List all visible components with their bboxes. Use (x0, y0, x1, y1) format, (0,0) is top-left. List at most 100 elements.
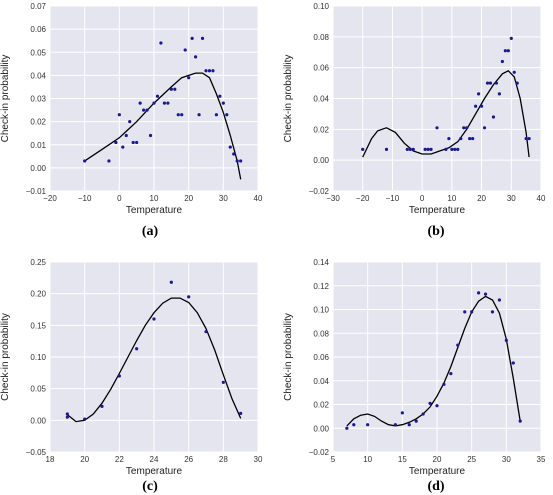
data-point (239, 411, 243, 415)
x-axis-label: Temperature (409, 205, 466, 216)
data-point (527, 136, 531, 141)
data-point (194, 55, 198, 59)
data-point (465, 126, 469, 130)
data-point (187, 76, 191, 80)
data-point (197, 113, 201, 117)
y-axis-label: Check-in probability (283, 313, 294, 401)
data-point (482, 126, 487, 130)
x-axis-label: Temperature (126, 205, 183, 216)
data-point (468, 136, 472, 141)
data-point (490, 310, 495, 314)
y-tick-label: 0.12 (313, 282, 329, 291)
data-point (477, 92, 481, 96)
y-tick-label: 0.15 (30, 321, 46, 330)
data-point (497, 298, 501, 302)
data-point (435, 126, 439, 130)
data-point (83, 159, 87, 163)
data-point (407, 423, 411, 427)
y-tick-label: 0.03 (30, 95, 46, 104)
data-point (518, 419, 522, 423)
y-tick-label: 0.14 (313, 258, 329, 267)
x-tick-label: 18 (46, 455, 55, 464)
x-tick-label: 0 (420, 194, 425, 203)
data-point (400, 411, 404, 415)
data-point (470, 310, 474, 314)
fit-curve (84, 72, 242, 180)
data-point (421, 412, 425, 416)
y-tick-label: 0.10 (30, 353, 46, 362)
data-point (435, 404, 439, 408)
data-point (504, 338, 508, 342)
y-tick-label: 0.06 (313, 353, 329, 362)
x-tick-label: 20 (184, 194, 193, 203)
data-point (488, 81, 493, 85)
x-tick-label: 35 (537, 455, 546, 464)
x-tick-label: 10 (447, 194, 456, 203)
x-tick-label: 30 (219, 194, 228, 203)
data-point (503, 49, 507, 53)
data-point (218, 94, 222, 98)
data-point (500, 59, 504, 64)
data-point (456, 343, 460, 347)
data-point (107, 159, 111, 163)
data-point (190, 36, 194, 40)
y-tick-label: −0.01 (26, 187, 47, 196)
data-point (176, 113, 180, 117)
fit-curve (362, 70, 530, 158)
data-point (477, 291, 481, 295)
y-tick-label: 0.05 (30, 48, 46, 57)
data-point (429, 147, 433, 151)
x-tick-label: 24 (150, 455, 159, 464)
data-point (479, 104, 484, 108)
panel-a: −20 −10 0 10 20 30 40 −0.01 0.00 0.01 0.02 0.03 0.04… (0, 2, 263, 239)
data-point (152, 101, 156, 105)
panel-label: (b) (427, 224, 444, 239)
y-tick-label: 0.02 (30, 118, 46, 127)
data-point (426, 147, 430, 151)
data-point (491, 115, 496, 119)
y-tick-label: 0.06 (313, 64, 329, 73)
data-point (166, 101, 170, 105)
y-tick-label: 0.08 (313, 329, 329, 338)
y-tick-label: 0.02 (313, 401, 329, 410)
x-tick-label: 30 (502, 455, 511, 464)
data-point (131, 140, 135, 145)
data-point (235, 159, 239, 163)
data-point (100, 404, 104, 408)
data-point (444, 147, 448, 151)
panel-label: (d) (427, 479, 444, 494)
x-tick-label: 40 (254, 194, 263, 203)
data-point (207, 69, 212, 73)
data-point (511, 361, 515, 365)
data-point (393, 423, 397, 427)
data-point (459, 136, 463, 141)
y-tick-label: 0.10 (313, 2, 329, 11)
y-tick-label: 0.00 (313, 424, 329, 433)
x-tick-label: −30 (326, 194, 340, 203)
data-point (128, 120, 132, 124)
data-point (145, 108, 149, 112)
data-point (366, 423, 370, 427)
data-point (384, 147, 389, 151)
data-point (494, 81, 499, 85)
data-point (173, 87, 177, 91)
data-point (83, 417, 87, 421)
y-tick-label: 0.04 (313, 95, 329, 104)
data-point (211, 69, 215, 73)
data-point (204, 69, 208, 73)
x-tick-label: 20 (433, 455, 442, 464)
data-point (138, 101, 142, 105)
data-point (462, 126, 466, 130)
x-axis-label: Temperature (126, 466, 183, 477)
data-point (411, 147, 415, 151)
data-point (428, 401, 432, 405)
data-point (232, 152, 236, 156)
data-point (497, 92, 501, 96)
data-point (524, 136, 528, 141)
y-tick-label: 0.07 (30, 2, 46, 11)
y-tick-label: 0.04 (313, 377, 329, 386)
data-point (124, 133, 128, 138)
x-tick-label: 25 (467, 455, 476, 464)
x-tick-label: 20 (80, 455, 89, 464)
